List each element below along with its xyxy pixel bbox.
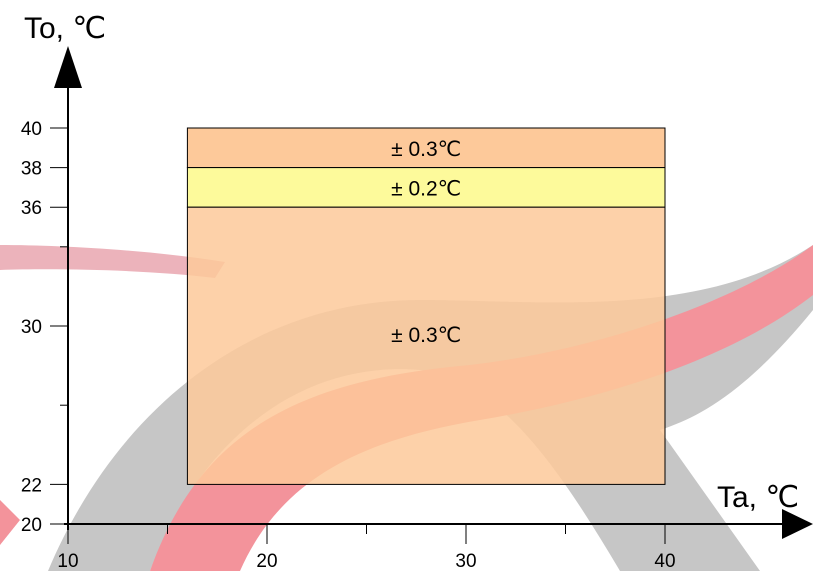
axes-group: [54, 46, 813, 539]
y-tick-label: 30: [21, 317, 42, 338]
ticks-group: 20 22 30 36 38 40 10 20 30 40: [21, 119, 676, 571]
y-tick-label: 22: [21, 475, 42, 496]
y-axis-title: To, ℃: [24, 12, 106, 45]
x-axis-title: Ta, ℃: [717, 481, 799, 514]
x-tick-label: 30: [455, 551, 476, 571]
y-tick-label: 36: [21, 198, 42, 219]
watermark-red-corner: [0, 500, 20, 545]
band-label-2: ± 0.3℃: [391, 324, 461, 347]
x-axis-arrow: [782, 509, 813, 539]
x-tick-label: 20: [256, 551, 277, 571]
x-tick-label: 10: [57, 551, 78, 571]
bands-group: ± 0.3℃ ± 0.2℃ ± 0.3℃: [186, 127, 666, 485]
band-0: [186, 127, 666, 169]
y-tick-label: 38: [21, 159, 42, 180]
x-tick-label: 40: [654, 551, 675, 571]
band-label-0: ± 0.3℃: [391, 138, 461, 161]
watermark-pink-arc: [0, 245, 225, 278]
band-2: [186, 206, 666, 485]
band-1: [186, 167, 666, 208]
y-axis-arrow: [54, 46, 82, 88]
band-label-1: ± 0.2℃: [391, 177, 461, 200]
y-tick-label: 40: [21, 119, 42, 140]
y-tick-label: 20: [21, 515, 42, 536]
